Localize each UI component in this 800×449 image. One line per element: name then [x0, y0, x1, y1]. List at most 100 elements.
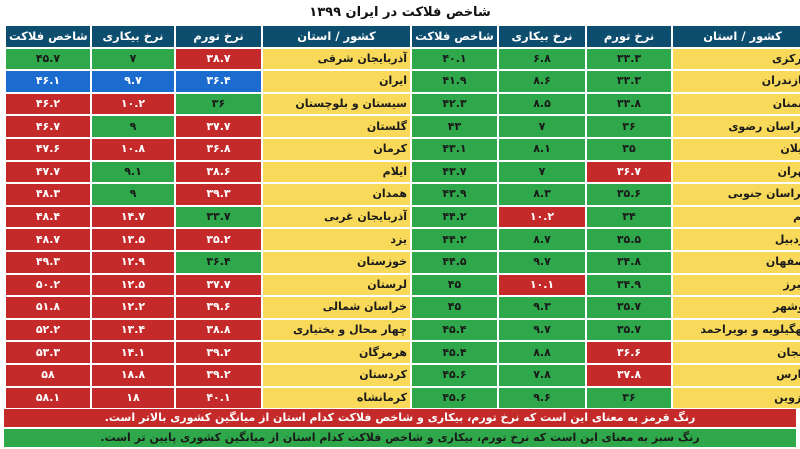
misery-index-cell: ۴۸.۷ — [6, 229, 90, 250]
unemployment-cell: ۱۳.۵ — [92, 229, 174, 250]
province-name-cell: کرمان — [263, 138, 410, 160]
province-name-cell: گلستان — [263, 116, 410, 137]
unemployment-cell: ۹.۷ — [92, 71, 174, 92]
unemployment-cell: ۸.۵ — [499, 93, 585, 115]
inflation-cell: ۳۷.۷ — [176, 116, 261, 137]
province-name-cell: خراسان شمالی — [263, 297, 410, 318]
province-name-cell: کردستان — [263, 364, 410, 386]
unemployment-cell: ۱۲.۹ — [92, 251, 174, 273]
province-name-cell: ایلام — [263, 161, 410, 183]
header-left-inflation: نرخ تورم — [176, 26, 261, 47]
page-title: شاخص فلاکت در ایران ۱۳۹۹ — [309, 5, 491, 20]
misery-index-cell: ۴۵.۴ — [412, 319, 497, 341]
misery-index-cell: ۴۵ — [412, 274, 497, 296]
misery-index-cell: ۴۷.۶ — [6, 138, 90, 160]
misery-index-cell: ۴۳.۷ — [412, 161, 497, 183]
inflation-cell: ۳۷.۸ — [587, 364, 671, 386]
province-name-cell: آذربایجان شرقی — [263, 48, 410, 70]
header-left-province: کشور / استان — [263, 26, 410, 47]
province-name-cell: مازندران — [673, 71, 800, 92]
province-name-cell: خراسان جنوبی — [673, 184, 800, 205]
inflation-cell: ۳۶ — [587, 116, 671, 137]
misery-index-cell: ۴۳ — [412, 116, 497, 137]
inflation-cell: ۳۶.۸ — [176, 138, 261, 160]
unemployment-cell: ۱۸.۸ — [92, 364, 174, 386]
province-name-cell: قزوین — [673, 387, 800, 409]
unemployment-cell: ۱۴.۱ — [92, 342, 174, 363]
table-header-row: شاخص فلاکت نرخ بیکاری نرخ تورم کشور / اس… — [6, 26, 800, 47]
misery-index-cell: ۴۳.۹ — [412, 184, 497, 205]
misery-index-cell: ۴۸.۳ — [6, 184, 90, 205]
unemployment-cell: ۱۰.۱ — [499, 274, 585, 296]
unemployment-cell: ۸.۱ — [499, 138, 585, 160]
misery-index-cell: ۴۵ — [412, 297, 497, 318]
unemployment-cell: ۱۳.۴ — [92, 319, 174, 341]
misery-index-cell: ۵۰.۲ — [6, 274, 90, 296]
province-name-cell: لرستان — [263, 274, 410, 296]
unemployment-cell: ۷ — [499, 161, 585, 183]
misery-index-cell: ۴۶.۱ — [6, 71, 90, 92]
unemployment-cell: ۹.۳ — [499, 297, 585, 318]
unemployment-cell: ۱۲.۲ — [92, 297, 174, 318]
misery-index-cell: ۴۵.۴ — [412, 342, 497, 363]
misery-index-cell: ۴۷.۷ — [6, 161, 90, 183]
unemployment-cell: ۷ — [499, 116, 585, 137]
unemployment-cell: ۷ — [92, 48, 174, 70]
unemployment-cell: ۸.۶ — [499, 71, 585, 92]
header-right-misery: شاخص فلاکت — [412, 26, 497, 47]
province-name-cell: قم — [673, 206, 800, 228]
province-name-cell: آذربایجان غربی — [263, 206, 410, 228]
misery-index-cell: ۴۹.۳ — [6, 251, 90, 273]
unemployment-cell: ۸.۳ — [499, 184, 585, 205]
inflation-cell: ۳۹.۲ — [176, 364, 261, 386]
misery-index-cell: ۴۲.۳ — [412, 93, 497, 115]
misery-index-cell: ۴۴.۲ — [412, 229, 497, 250]
inflation-cell: ۳۹.۲ — [176, 342, 261, 363]
inflation-cell: ۳۶.۷ — [587, 161, 671, 183]
inflation-cell: ۳۵.۷ — [587, 297, 671, 318]
header-left-unemployment: نرخ بیکاری — [92, 26, 174, 47]
unemployment-cell: ۹.۱ — [92, 161, 174, 183]
unemployment-cell: ۱۲.۵ — [92, 274, 174, 296]
province-name-cell: ایران — [263, 71, 410, 92]
header-right-unemployment: نرخ بیکاری — [499, 26, 585, 47]
misery-index-cell: ۵۲.۲ — [6, 319, 90, 341]
header-left-misery: شاخص فلاکت — [6, 26, 90, 47]
province-name-cell: مرکزی — [673, 48, 800, 70]
misery-index-cell: ۴۰.۱ — [412, 48, 497, 70]
province-name-cell: سیستان و بلوچستان — [263, 93, 410, 115]
unemployment-cell: ۱۴.۷ — [92, 206, 174, 228]
misery-index-cell: ۴۸.۴ — [6, 206, 90, 228]
inflation-cell: ۳۳.۷ — [176, 206, 261, 228]
province-name-cell: البرز — [673, 274, 800, 296]
header-right-province: کشور / استان — [673, 26, 800, 47]
unemployment-cell: ۱۰.۲ — [499, 206, 585, 228]
inflation-cell: ۳۶.۴ — [176, 251, 261, 273]
table-row: ۵۲.۲ ۱۳.۴ ۳۸.۸ چهار محال و بختیاری ۴۵.۴ ۹.۷ ۳۵… — [6, 319, 800, 341]
unemployment-cell: ۱۰.۸ — [92, 138, 174, 160]
province-name-cell: اصفهان — [673, 251, 800, 273]
misery-index-cell: ۴۶.۲ — [6, 93, 90, 115]
unemployment-cell: ۹.۶ — [499, 387, 585, 409]
unemployment-cell: ۷.۸ — [499, 364, 585, 386]
misery-index-cell: ۴۵.۶ — [412, 364, 497, 386]
inflation-cell: ۳۵.۵ — [587, 229, 671, 250]
unemployment-cell: ۹.۷ — [499, 251, 585, 273]
province-name-cell: زنجان — [673, 342, 800, 363]
inflation-cell: ۳۴.۹ — [587, 274, 671, 296]
header-right-inflation: نرخ تورم — [587, 26, 671, 47]
inflation-cell: ۳۳.۸ — [587, 93, 671, 115]
inflation-cell: ۳۶.۴ — [176, 71, 261, 92]
